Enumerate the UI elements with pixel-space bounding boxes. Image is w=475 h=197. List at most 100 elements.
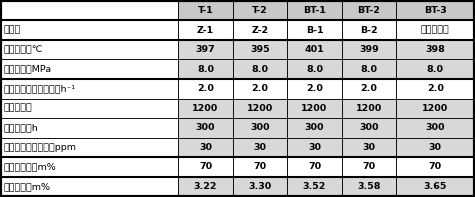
Text: 3.65: 3.65 bbox=[424, 182, 447, 191]
Bar bbox=[287, 40, 342, 59]
Text: 1200: 1200 bbox=[247, 104, 273, 113]
Bar bbox=[178, 20, 233, 40]
Text: 30: 30 bbox=[308, 143, 321, 152]
Bar bbox=[396, 98, 475, 118]
Text: 反应温度，℃: 反应温度，℃ bbox=[4, 45, 43, 54]
Text: 8.0: 8.0 bbox=[306, 65, 323, 74]
Text: BT-1: BT-1 bbox=[303, 6, 326, 15]
Text: 2.0: 2.0 bbox=[252, 84, 268, 93]
Bar bbox=[0, 1, 178, 20]
Bar bbox=[342, 157, 396, 177]
Text: 氢油体积比: 氢油体积比 bbox=[4, 104, 33, 113]
Bar bbox=[178, 177, 233, 196]
Text: B-2: B-2 bbox=[360, 26, 378, 34]
Text: 398: 398 bbox=[425, 45, 445, 54]
Text: 300: 300 bbox=[426, 123, 445, 132]
Bar bbox=[396, 157, 475, 177]
Bar bbox=[287, 138, 342, 157]
Bar bbox=[287, 177, 342, 196]
Bar bbox=[178, 157, 233, 177]
Bar bbox=[342, 40, 396, 59]
Text: Z-1: Z-1 bbox=[197, 26, 214, 34]
Bar bbox=[0, 79, 178, 98]
Bar bbox=[287, 59, 342, 79]
Text: BT-2: BT-2 bbox=[358, 6, 380, 15]
Text: 2.0: 2.0 bbox=[361, 84, 377, 93]
Text: 3.58: 3.58 bbox=[357, 182, 380, 191]
Text: T-1: T-1 bbox=[198, 6, 213, 15]
Text: 运转时间，h: 运转时间，h bbox=[4, 123, 39, 132]
Bar bbox=[233, 157, 287, 177]
Bar bbox=[0, 157, 178, 177]
Text: 3.30: 3.30 bbox=[248, 182, 272, 191]
Text: 裂化反应段体积空速，h⁻¹: 裂化反应段体积空速，h⁻¹ bbox=[4, 84, 76, 93]
Text: 1200: 1200 bbox=[192, 104, 218, 113]
Text: 8.0: 8.0 bbox=[251, 65, 268, 74]
Text: 300: 300 bbox=[196, 123, 215, 132]
Text: 70: 70 bbox=[362, 163, 376, 171]
Text: 30: 30 bbox=[199, 143, 212, 152]
Bar bbox=[287, 157, 342, 177]
Bar bbox=[342, 118, 396, 138]
Bar bbox=[396, 1, 475, 20]
Text: 8.0: 8.0 bbox=[427, 65, 444, 74]
Text: 裂化段进料氮含量，ppm: 裂化段进料氮含量，ppm bbox=[4, 143, 77, 152]
Bar bbox=[0, 118, 178, 138]
Bar bbox=[396, 20, 475, 40]
Text: 1200: 1200 bbox=[356, 104, 382, 113]
Text: 30: 30 bbox=[254, 143, 266, 152]
Text: 397: 397 bbox=[196, 45, 215, 54]
Bar bbox=[0, 177, 178, 196]
Bar bbox=[287, 98, 342, 118]
Text: 300: 300 bbox=[304, 123, 324, 132]
Bar bbox=[342, 59, 396, 79]
Text: 反应压力，MPa: 反应压力，MPa bbox=[4, 65, 52, 74]
Text: 3.52: 3.52 bbox=[303, 182, 326, 191]
Bar bbox=[178, 1, 233, 20]
Bar bbox=[0, 20, 178, 40]
Bar bbox=[396, 177, 475, 196]
Bar bbox=[233, 1, 287, 20]
Text: 30: 30 bbox=[429, 143, 442, 152]
Text: BT-3: BT-3 bbox=[424, 6, 446, 15]
Bar bbox=[178, 118, 233, 138]
Bar bbox=[233, 59, 287, 79]
Bar bbox=[233, 79, 287, 98]
Text: 300: 300 bbox=[250, 123, 270, 132]
Bar bbox=[287, 79, 342, 98]
Bar bbox=[233, 20, 287, 40]
Bar bbox=[178, 138, 233, 157]
Bar bbox=[233, 177, 287, 196]
Text: Z-2: Z-2 bbox=[251, 26, 268, 34]
Bar bbox=[0, 40, 178, 59]
Text: 70: 70 bbox=[308, 163, 321, 171]
Text: 300: 300 bbox=[359, 123, 379, 132]
Text: T-2: T-2 bbox=[252, 6, 268, 15]
Bar bbox=[287, 118, 342, 138]
Bar bbox=[178, 98, 233, 118]
Bar bbox=[0, 98, 178, 118]
Text: 1200: 1200 bbox=[422, 104, 448, 113]
Text: 70: 70 bbox=[428, 163, 442, 171]
Bar bbox=[342, 20, 396, 40]
Bar bbox=[342, 1, 396, 20]
Text: 70: 70 bbox=[254, 163, 266, 171]
Text: 30: 30 bbox=[362, 143, 375, 152]
Bar bbox=[233, 40, 287, 59]
Bar bbox=[178, 59, 233, 79]
Bar bbox=[233, 98, 287, 118]
Bar bbox=[396, 40, 475, 59]
Text: 8.0: 8.0 bbox=[361, 65, 378, 74]
Text: 2.0: 2.0 bbox=[427, 84, 444, 93]
Text: 2.0: 2.0 bbox=[197, 84, 214, 93]
Bar bbox=[342, 79, 396, 98]
Text: 催化剂: 催化剂 bbox=[4, 26, 21, 34]
Bar bbox=[178, 79, 233, 98]
Bar bbox=[342, 98, 396, 118]
Text: 70: 70 bbox=[199, 163, 212, 171]
Bar bbox=[396, 59, 475, 79]
Bar bbox=[0, 138, 178, 157]
Text: 化学氢耗，m%: 化学氢耗，m% bbox=[4, 182, 51, 191]
Bar bbox=[233, 118, 287, 138]
Bar bbox=[178, 40, 233, 59]
